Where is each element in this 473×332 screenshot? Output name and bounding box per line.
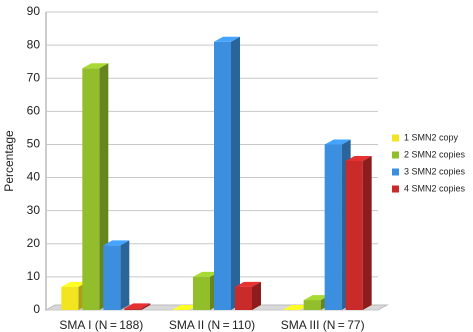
- bar-top: [324, 139, 351, 145]
- bar: [82, 68, 100, 311]
- bar-top: [214, 36, 240, 42]
- bar: [303, 300, 321, 310]
- y-tick-label: 20: [27, 236, 41, 250]
- bar-side: [120, 240, 130, 310]
- x-tick-label: SMA II (N = 110): [169, 318, 255, 332]
- bar-top: [61, 281, 88, 287]
- legend-label: 1 SMN2 copy: [404, 132, 459, 142]
- bar: [324, 144, 342, 310]
- legend-label: 2 SMN2 copies: [404, 149, 466, 159]
- x-tick-label: SMA I (N = 188): [59, 318, 143, 332]
- legend-label: 4 SMN2 copies: [404, 183, 466, 193]
- bar-top: [124, 303, 151, 309]
- legend-label: 3 SMN2 copies: [404, 166, 466, 176]
- bar: [235, 286, 252, 310]
- bar: [193, 276, 210, 310]
- y-tick-label: 60: [27, 104, 41, 118]
- y-tick-label: 10: [27, 269, 41, 283]
- y-tick-label: 90: [27, 4, 41, 18]
- bar-side: [362, 156, 372, 310]
- y-tick-label: 80: [27, 37, 41, 51]
- legend: 1 SMN2 copy 2 SMN2 copies 3 SMN2 copies 4 S…: [392, 132, 466, 193]
- bar-top: [103, 240, 130, 246]
- bar-side: [252, 281, 261, 310]
- bar-side: [231, 36, 240, 311]
- bar: [345, 161, 363, 310]
- legend-swatch: [392, 185, 399, 193]
- y-axis-title: Percentage: [2, 130, 16, 192]
- bar: [214, 41, 231, 311]
- bar-top: [193, 271, 219, 277]
- bar-top: [303, 295, 330, 301]
- bar-top: [172, 305, 198, 310]
- bar-top: [282, 305, 309, 310]
- x-tick-label: SMA III (N = 77): [281, 318, 365, 332]
- bar: [124, 308, 142, 310]
- legend-swatch: [392, 134, 399, 142]
- y-tick-label: 70: [27, 70, 41, 84]
- bar-side: [141, 303, 151, 310]
- bar: [103, 245, 121, 310]
- bar-top: [235, 281, 261, 287]
- legend-swatch: [392, 151, 399, 159]
- bar-top: [345, 156, 372, 161]
- y-tick-label: 0: [33, 302, 40, 316]
- y-tick-label: 30: [27, 203, 41, 217]
- y-tick-label: 50: [27, 137, 41, 151]
- bar: [61, 286, 79, 310]
- y-tick-label: 40: [27, 170, 41, 184]
- bar-top: [82, 63, 109, 69]
- legend-swatch: [392, 168, 399, 176]
